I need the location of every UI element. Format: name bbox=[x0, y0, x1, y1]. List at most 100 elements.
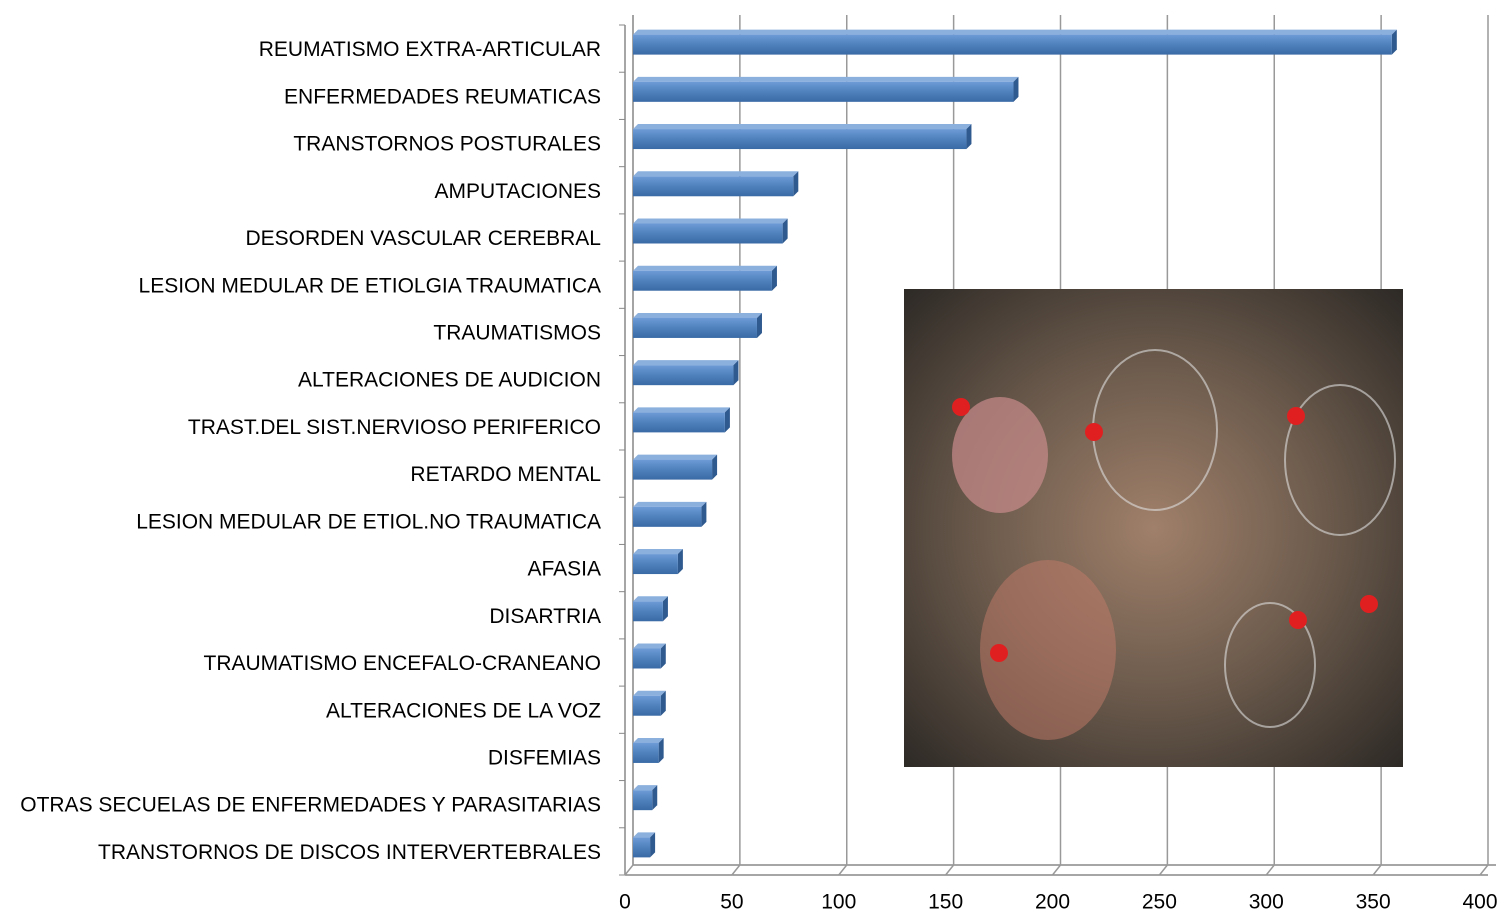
x-tick-label: 0 bbox=[619, 891, 631, 914]
bar-end bbox=[660, 643, 666, 669]
bar-top bbox=[633, 596, 668, 602]
bar-face bbox=[633, 742, 659, 763]
y-tick-label: DESORDEN VASCULAR CEREBRAL bbox=[245, 227, 601, 250]
bar-end bbox=[1013, 76, 1019, 102]
bar bbox=[633, 690, 666, 716]
grid-line bbox=[1479, 15, 1489, 876]
y-tick-label: LESION MEDULAR DE ETIOL.NO TRAUMATICA bbox=[136, 510, 601, 533]
y-tick-label: ENFERMEDADES REUMATICAS bbox=[284, 85, 601, 108]
bar-end bbox=[782, 218, 788, 244]
bar-end bbox=[650, 832, 656, 858]
bar bbox=[633, 549, 683, 575]
bar-end bbox=[756, 312, 762, 338]
bar-top bbox=[633, 832, 656, 838]
bar bbox=[633, 29, 1397, 55]
bar-face bbox=[633, 34, 1392, 55]
bar-top bbox=[633, 29, 1397, 35]
bar-top bbox=[633, 171, 799, 177]
bar-top bbox=[633, 549, 683, 555]
y-tick-label: OTRAS SECUELAS DE ENFERMEDADES Y PARASIT… bbox=[20, 794, 601, 817]
bar bbox=[633, 76, 1019, 102]
bar-face bbox=[633, 365, 734, 386]
bar-end bbox=[793, 171, 799, 197]
bar bbox=[633, 171, 799, 197]
bar bbox=[633, 124, 972, 150]
bar bbox=[633, 265, 777, 291]
grid-line bbox=[838, 15, 848, 876]
x-tick-label: 250 bbox=[1142, 891, 1177, 914]
x-tick-label: 150 bbox=[928, 891, 963, 914]
grid-line bbox=[624, 15, 634, 876]
bar-end bbox=[652, 785, 658, 811]
bar-end bbox=[712, 454, 718, 480]
bar bbox=[633, 785, 658, 811]
bar-face bbox=[633, 837, 651, 858]
bar-top bbox=[633, 690, 666, 696]
y-tick-label: AMPUTACIONES bbox=[435, 180, 601, 203]
bar-face bbox=[633, 317, 757, 338]
bar-face bbox=[633, 554, 678, 575]
bar-face bbox=[633, 412, 725, 433]
bar-top bbox=[633, 785, 658, 791]
labels: 0 50 100 150 200 250 300 350 400 REUMATISMO EXTRA… bbox=[20, 38, 1497, 913]
bar bbox=[633, 454, 718, 480]
bar-top bbox=[633, 407, 730, 413]
bar-end bbox=[677, 549, 683, 575]
bar-face bbox=[633, 695, 661, 716]
bar bbox=[633, 312, 762, 338]
bar-top bbox=[633, 501, 707, 507]
bar-top bbox=[633, 76, 1019, 82]
bar-top bbox=[633, 124, 972, 130]
bar bbox=[633, 596, 668, 622]
bar-face bbox=[633, 648, 661, 669]
bar-top bbox=[633, 218, 788, 224]
bar-face bbox=[633, 790, 653, 811]
bar bbox=[633, 218, 788, 244]
y-tick-label: DISARTRIA bbox=[489, 605, 601, 628]
y-tick-label: ALTERACIONES DE LA VOZ bbox=[326, 699, 601, 722]
bar bbox=[633, 360, 739, 386]
bar-face bbox=[633, 129, 967, 150]
grid-line bbox=[731, 15, 741, 876]
bar-end bbox=[733, 360, 739, 386]
bar-top bbox=[633, 265, 777, 271]
x-tick-label: 100 bbox=[821, 891, 856, 914]
y-tick-label: DISFEMIAS bbox=[488, 746, 601, 769]
y-tick-label: TRAST.DEL SIST.NERVIOSO PERIFERICO bbox=[188, 416, 601, 439]
bar-face bbox=[633, 176, 794, 197]
photo bbox=[904, 289, 1403, 767]
bar-face bbox=[633, 459, 713, 480]
x-tick-label: 50 bbox=[720, 891, 743, 914]
bar-face bbox=[633, 81, 1014, 102]
x-tick-label: 300 bbox=[1249, 891, 1284, 914]
bar-end bbox=[660, 690, 666, 716]
bar-end bbox=[771, 265, 777, 291]
bar-face bbox=[633, 223, 783, 244]
x-tick-label: 200 bbox=[1035, 891, 1070, 914]
bar bbox=[633, 501, 707, 527]
y-tick-label: REUMATISMO EXTRA-ARTICULAR bbox=[259, 38, 601, 61]
bar-end bbox=[662, 596, 668, 622]
bar bbox=[633, 737, 664, 763]
y-tick-label: TRAUMATISMOS bbox=[433, 321, 601, 344]
y-tick-label: TRANSTORNOS POSTURALES bbox=[293, 133, 601, 156]
y-tick-label: RETARDO MENTAL bbox=[410, 463, 601, 486]
bar bbox=[633, 407, 730, 433]
x-tick-label: 350 bbox=[1356, 891, 1391, 914]
bar-face bbox=[633, 506, 702, 527]
bar-end bbox=[1391, 29, 1397, 55]
bar bbox=[633, 832, 656, 858]
y-tick-label: TRANSTORNOS DE DISCOS INTERVERTEBRALES bbox=[98, 841, 601, 864]
bar-top bbox=[633, 643, 666, 649]
bar-top bbox=[633, 454, 718, 460]
y-tick-label: ALTERACIONES DE AUDICION bbox=[298, 369, 601, 392]
bar-end bbox=[966, 124, 972, 150]
y-tick-label: AFASIA bbox=[527, 558, 601, 581]
y-tick-label: LESION MEDULAR DE ETIOLGIA TRAUMATICA bbox=[139, 274, 601, 297]
bar-face bbox=[633, 601, 663, 622]
bars bbox=[633, 29, 1397, 858]
bar-face bbox=[633, 270, 772, 291]
bar-top bbox=[633, 312, 762, 318]
bar bbox=[633, 643, 666, 669]
